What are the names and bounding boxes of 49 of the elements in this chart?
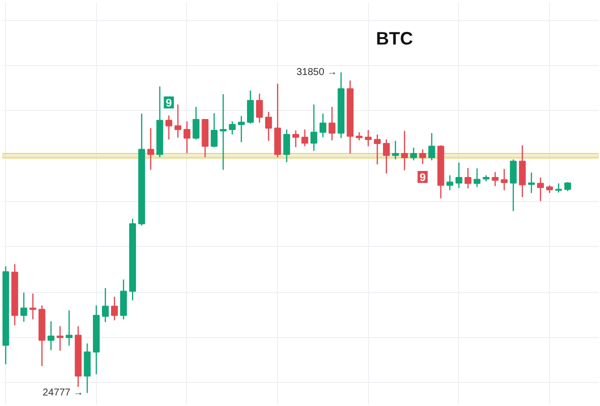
candlestick [165, 114, 172, 140]
candlestick [192, 106, 200, 140]
candlestick [174, 104, 182, 138]
annotation: 31850 → [296, 66, 338, 78]
candlestick [292, 130, 300, 148]
candlestick [428, 132, 436, 161]
candlestick [564, 181, 572, 192]
candlestick [20, 292, 28, 322]
candlestick [29, 292, 36, 320]
candlestick [210, 112, 218, 148]
candlestick [111, 296, 118, 321]
candlestick [256, 93, 263, 124]
candlestick [419, 148, 426, 165]
candlestick [410, 147, 417, 161]
candlestick [220, 94, 227, 170]
candlestick [464, 167, 472, 190]
candlestick [528, 172, 535, 194]
candlestick [401, 130, 408, 171]
candlestick [320, 113, 326, 138]
candlestick [500, 168, 508, 191]
candlestick [66, 310, 73, 346]
candlestick [328, 106, 336, 141]
candlestick [147, 128, 154, 170]
candlestick [56, 326, 64, 352]
annotation: 9 [420, 172, 426, 184]
candlestick [446, 174, 454, 191]
candlestick [392, 140, 399, 160]
candlestick [310, 104, 318, 152]
candlestick [265, 111, 272, 142]
annotation: 24777 → [42, 387, 84, 398]
candlestick [382, 138, 390, 174]
candlestick [247, 90, 254, 124]
candlestick [537, 176, 544, 202]
candlestick [374, 134, 381, 165]
candlestick [184, 120, 190, 154]
candlestick [238, 115, 245, 143]
candlestick [510, 158, 517, 212]
candlestick [364, 129, 372, 147]
candlestick [283, 128, 290, 163]
candlestick [456, 162, 462, 189]
chart-title: BTC [376, 28, 414, 48]
candlestick [518, 144, 526, 198]
candlestick [228, 120, 236, 136]
candlestick [48, 320, 54, 351]
candlestick [102, 288, 109, 323]
candlestick [474, 168, 480, 188]
candlestick [301, 128, 308, 147]
candlestick [492, 171, 499, 187]
annotation: 9 [166, 97, 172, 110]
